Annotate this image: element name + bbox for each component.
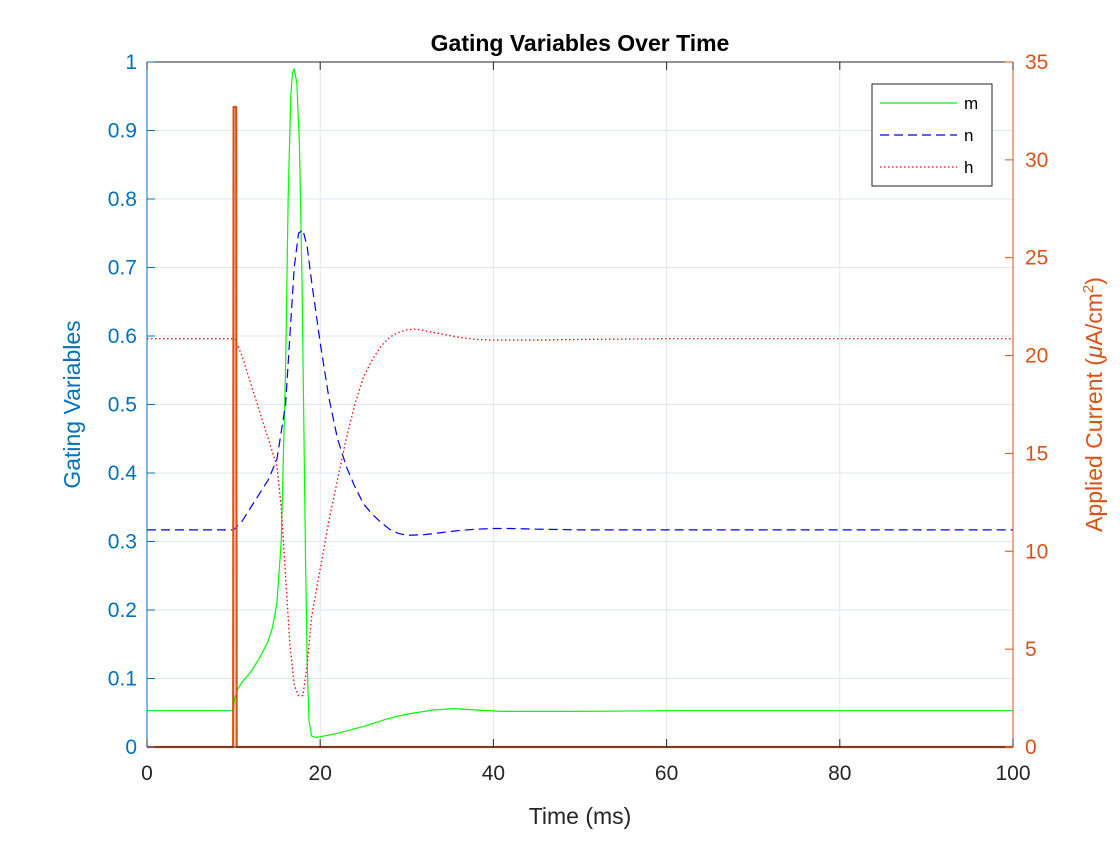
- legend: mnh: [871, 83, 993, 187]
- y-right-tick-label: 35: [1025, 51, 1048, 74]
- x-axis-label: Time (ms): [529, 803, 632, 829]
- y-right-tick-label: 10: [1025, 540, 1048, 563]
- x-tick-label: 0: [141, 762, 153, 785]
- y-right-tick-label: 25: [1025, 247, 1048, 270]
- y-left-tick-label: 0.2: [108, 599, 137, 622]
- y-right-label-unit: A/cm: [1081, 293, 1107, 345]
- tick-labels: 0 20 40 60 80 10000.10.20.30.40.50.60.70.80.9…: [108, 51, 1049, 785]
- y-left-tick-label: 0.4: [108, 462, 138, 485]
- x-tick-label: 100: [995, 762, 1030, 785]
- y-right-tick-label: 0: [1025, 736, 1037, 759]
- y-right-axis-label: Applied Current (μA/cm2): [1080, 277, 1107, 532]
- y-right-tick-label: 15: [1025, 442, 1048, 465]
- y-left-tick-label: 0: [125, 736, 137, 759]
- x-tick-label: 20: [309, 762, 332, 785]
- y-right-tick-label: 30: [1025, 149, 1048, 172]
- y-right-tick-label: 20: [1025, 345, 1048, 368]
- x-tick-label: 80: [828, 762, 851, 785]
- y-right-label-prefix: Applied Current (: [1081, 358, 1107, 532]
- x-tick-label: 60: [655, 762, 678, 785]
- legend-box: [871, 83, 993, 187]
- y-left-tick-label: 0.7: [108, 257, 137, 280]
- y-left-tick-label: 0.3: [108, 531, 137, 554]
- legend-label-m: m: [964, 94, 978, 113]
- chart-title: Gating Variables Over Time: [431, 30, 730, 56]
- legend-label-n: n: [964, 126, 973, 145]
- legend-label-h: h: [964, 158, 973, 177]
- y-left-tick-label: 0.1: [108, 668, 137, 691]
- y-left-tick-label: 0.5: [108, 394, 137, 417]
- y-left-tick-label: 1: [125, 51, 137, 74]
- series-line-n: [147, 229, 1013, 536]
- y-right-label-superscript: 2: [1080, 285, 1097, 293]
- y-right-label-mu: μ: [1081, 345, 1107, 359]
- y-left-tick-label: 0.6: [108, 325, 137, 348]
- y-left-axis-label: Gating Variables: [59, 320, 85, 488]
- x-tick-label: 40: [482, 762, 505, 785]
- y-right-tick-label: 5: [1025, 638, 1037, 661]
- series-line-m: [147, 68, 1013, 739]
- y-left-tick-label: 0.9: [108, 120, 137, 143]
- y-right-label-suffix: ): [1081, 277, 1107, 285]
- y-left-tick-label: 0.8: [108, 188, 137, 211]
- series-line-h: [147, 328, 1013, 697]
